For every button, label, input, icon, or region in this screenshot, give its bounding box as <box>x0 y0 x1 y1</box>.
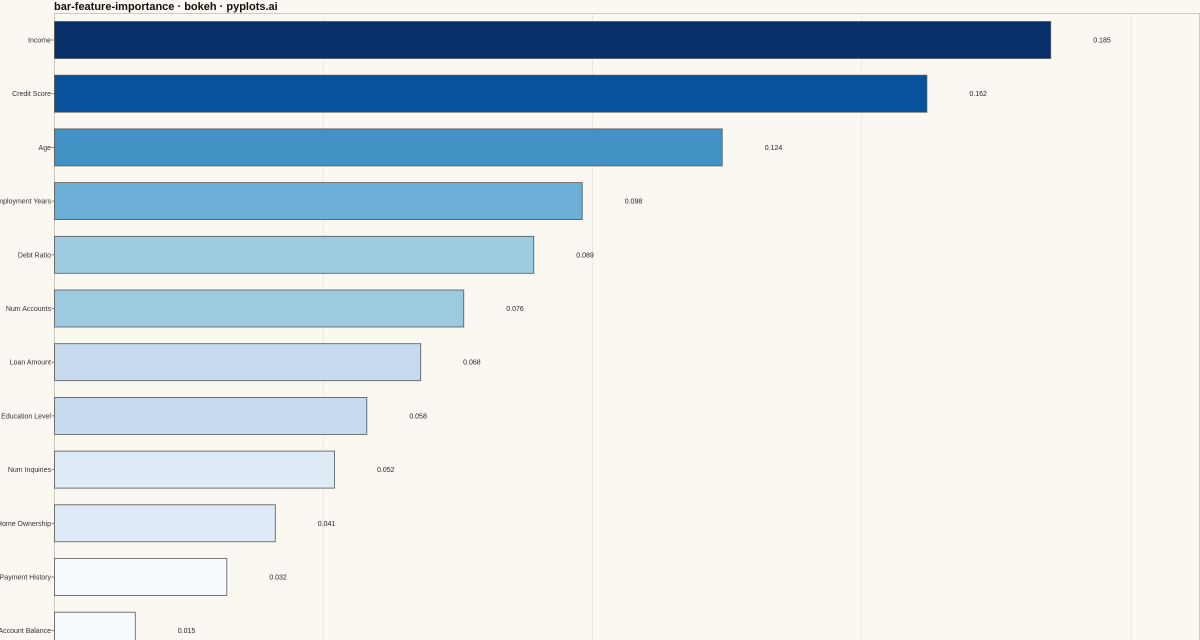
y-axis-ticks: Income Credit Score Age Employment Years Deb… <box>0 38 55 635</box>
value-label: 0.098 <box>625 199 643 206</box>
value-label: 0.185 <box>1093 38 1111 45</box>
y-tick-label: Education Level <box>1 413 51 420</box>
value-label: 0.041 <box>318 521 336 528</box>
bar <box>54 396 368 435</box>
value-label: 0.124 <box>765 145 783 152</box>
bar <box>54 235 535 274</box>
bar <box>54 21 1052 59</box>
y-tick-label: Loan Amount <box>10 360 51 367</box>
y-tick-label: Age <box>39 145 52 152</box>
value-label: 0.058 <box>409 413 427 420</box>
bar <box>54 128 723 167</box>
bars <box>54 21 1052 640</box>
y-tick-label: Num Inquiries <box>8 467 52 474</box>
bar <box>54 611 136 640</box>
bar <box>54 343 422 382</box>
bar <box>54 182 583 221</box>
bar <box>54 74 928 113</box>
chart-title: bar-feature-importance · bokeh · pyplots… <box>54 1 278 13</box>
bar <box>54 504 276 543</box>
value-label: 0.015 <box>178 628 196 635</box>
bar <box>54 558 228 596</box>
value-label: 0.052 <box>377 467 395 474</box>
value-label: 0.162 <box>969 91 987 98</box>
y-tick-label: Account Balance <box>0 628 51 635</box>
value-label: 0.089 <box>576 252 594 259</box>
bar <box>54 450 335 489</box>
y-tick-label: Home Ownership <box>0 521 51 528</box>
y-tick-label: Income <box>28 38 51 45</box>
value-labels: 0.185 0.162 0.124 0.098 0.089 0.076 0.068 0.058… <box>178 38 1111 636</box>
y-tick-label: Credit Score <box>12 91 51 98</box>
value-label: 0.068 <box>463 360 481 367</box>
value-label: 0.032 <box>269 575 287 582</box>
bar <box>54 289 465 328</box>
value-label: 0.076 <box>506 306 524 313</box>
y-tick-label: Debt Ratio <box>18 252 51 259</box>
y-tick-label: Payment History <box>0 575 51 582</box>
y-tick-label: Num Accounts <box>6 306 52 313</box>
y-tick-label: Employment Years <box>0 199 51 206</box>
